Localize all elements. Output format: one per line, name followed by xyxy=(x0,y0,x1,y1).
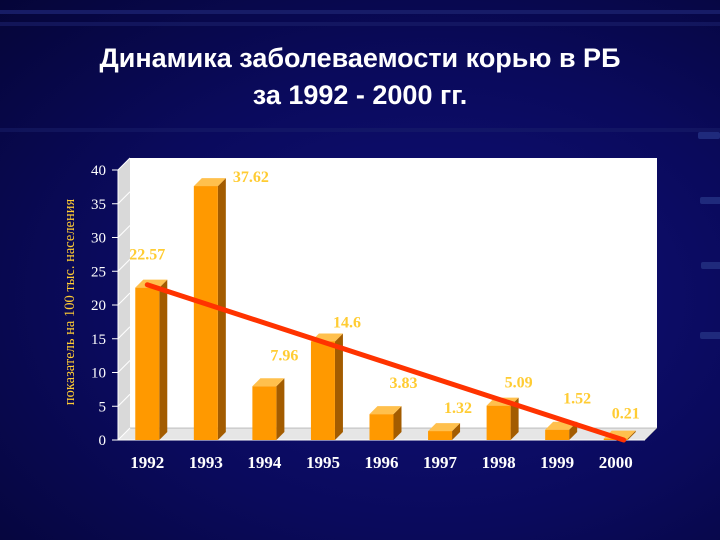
background-stripe xyxy=(0,10,720,14)
bar xyxy=(193,186,218,440)
y-tick-label: 40 xyxy=(91,163,106,179)
x-tick-label: 1993 xyxy=(189,453,223,472)
data-label: 1.32 xyxy=(444,400,472,417)
data-label: 14.6 xyxy=(333,314,361,331)
bar-side xyxy=(393,406,402,440)
bar xyxy=(252,386,277,440)
x-tick-label: 1994 xyxy=(247,453,282,472)
bar-top xyxy=(252,378,285,387)
data-label: 7.96 xyxy=(270,347,298,364)
bar xyxy=(545,429,570,440)
data-label: 0.21 xyxy=(612,406,640,423)
x-tick-label: 1996 xyxy=(365,453,399,472)
y-tick-label: 20 xyxy=(91,298,106,314)
data-label: 3.83 xyxy=(390,375,418,392)
background-stripe xyxy=(0,128,720,132)
x-tick-label: 1997 xyxy=(423,453,458,472)
y-tick-depth xyxy=(117,225,131,238)
y-tick-label: 10 xyxy=(91,366,106,382)
bar xyxy=(428,431,453,440)
chart-title: Динамика заболеваемости корью в РБ за 19… xyxy=(0,40,720,114)
y-tick-label: 35 xyxy=(91,197,106,213)
data-label: 22.57 xyxy=(129,247,165,264)
y-tick-depth xyxy=(117,191,131,205)
bar-side xyxy=(334,333,343,440)
bar-side xyxy=(627,430,636,440)
y-tick-depth xyxy=(117,157,131,171)
bar xyxy=(369,414,394,440)
x-tick-label: 1992 xyxy=(130,453,164,472)
background-dash xyxy=(701,262,720,269)
data-label: 1.52 xyxy=(563,391,591,408)
y-tick-depth xyxy=(117,258,131,272)
y-axis-label: показатель на 100 тыс. населения xyxy=(62,198,78,405)
chart-title-line-1: Динамика заболеваемости корью в РБ xyxy=(99,43,621,73)
x-tick-label: 1995 xyxy=(306,453,340,472)
y-tick-label: 0 xyxy=(99,433,107,449)
y-tick-label: 30 xyxy=(91,231,106,247)
background-dash xyxy=(698,132,720,139)
x-tick-label: 1998 xyxy=(482,453,516,472)
y-tick-depth xyxy=(117,393,131,407)
bar-top xyxy=(193,178,226,187)
bar-side xyxy=(159,279,168,440)
y-tick-label: 15 xyxy=(91,332,106,348)
background-stripe xyxy=(0,22,720,26)
y-tick-label: 25 xyxy=(91,264,106,280)
y-tick-depth xyxy=(117,427,131,441)
bar-top xyxy=(428,423,461,432)
bar xyxy=(486,405,511,440)
chart-title-line-2: за 1992 - 2000 гг. xyxy=(252,80,468,110)
data-label: 37.62 xyxy=(233,169,269,186)
bar-side xyxy=(276,378,285,440)
y-tick-depth xyxy=(117,292,131,306)
y-tick-label: 5 xyxy=(99,399,107,415)
background-dash xyxy=(700,197,720,204)
bar xyxy=(310,341,335,440)
plot-back-wall xyxy=(130,158,657,428)
y-tick-depth xyxy=(117,326,131,340)
trend-line xyxy=(144,282,627,443)
bar xyxy=(135,287,160,440)
data-label: 5.09 xyxy=(505,375,533,392)
bar-top xyxy=(369,406,402,415)
x-tick-label: 1999 xyxy=(540,453,574,472)
bar-side xyxy=(452,423,461,440)
x-tick-label: 2000 xyxy=(599,453,633,472)
y-tick-depth xyxy=(117,360,131,373)
bar-side xyxy=(510,397,519,440)
background-dash xyxy=(700,332,720,339)
